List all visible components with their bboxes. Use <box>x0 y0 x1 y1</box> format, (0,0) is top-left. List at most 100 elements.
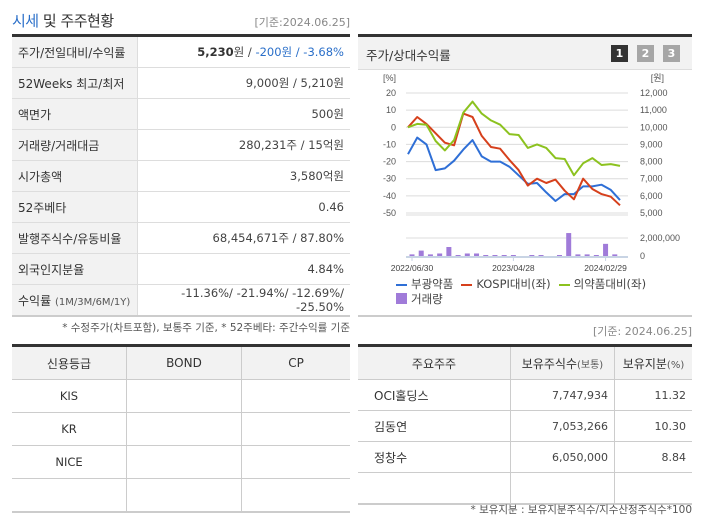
svg-text:2,000,000: 2,000,000 <box>640 233 680 243</box>
bond-cell <box>126 478 242 513</box>
col-header-main: 보유지분 <box>622 356 667 371</box>
table-row: 52Weeks 최고/최저 9,000원 / 5,210원 <box>12 67 350 99</box>
shareholder-footnote: * 보유지분 : 보유지분주식수/지수산정주식수*100 <box>470 504 692 516</box>
chart-page-2-button[interactable]: 2 <box>637 45 654 62</box>
table-row: 거래량/거래대금 280,231주 / 15억원 <box>12 129 350 161</box>
row-value: 4.84% <box>137 253 350 285</box>
row-value: 280,231주 / 15억원 <box>137 129 350 161</box>
shares-held: 6,050,000 <box>510 441 615 473</box>
table-row: 액면가 500원 <box>12 98 350 130</box>
table-row: 52주베타 0.46 <box>12 191 350 223</box>
cp-cell <box>241 445 350 479</box>
price-unit: 원 / <box>233 45 256 59</box>
svg-text:12,000: 12,000 <box>640 88 668 98</box>
table-row: 시가총액 3,580억원 <box>12 160 350 192</box>
svg-text:2024/02/29: 2024/02/29 <box>584 263 627 273</box>
bond-cell <box>126 379 242 413</box>
shares-held: 7,053,266 <box>510 410 615 442</box>
col-header-sub: (%) <box>666 359 685 371</box>
shareholder-base-date: [기준: 2024.06.25] <box>592 325 692 338</box>
major-shareholders-table: 주요주주 보유주식수(보통) 보유지분(%) OCI홀딩스 7,747,934 … <box>358 344 692 505</box>
svg-text:9,000: 9,000 <box>640 139 663 149</box>
svg-text:20: 20 <box>386 88 396 98</box>
legend-label: 의약품대비(좌) <box>573 277 647 291</box>
col-header: BOND <box>126 345 242 380</box>
chart-header: 주가/상대수익률 1 2 3 <box>358 37 692 70</box>
table-row: KIS <box>12 379 350 413</box>
row-value: 9,000원 / 5,210원 <box>137 67 350 99</box>
table-header-row: 신용등급 BOND CP <box>12 345 350 380</box>
svg-text:2022/06/30: 2022/06/30 <box>391 263 434 273</box>
return-periods: (1M/3M/6M/1Y) <box>54 296 131 308</box>
svg-text:0: 0 <box>391 122 396 132</box>
svg-text:[%]: [%] <box>383 73 396 83</box>
table-header-row: 주요주주 보유주식수(보통) 보유지분(%) <box>358 345 692 380</box>
col-header-sub: (보통) <box>577 359 604 371</box>
legend-label: 거래량 <box>411 292 443 306</box>
section-title-rest: 및 주주현황 <box>38 12 114 30</box>
table-row: 외국인지분율 4.84% <box>12 253 350 285</box>
cp-cell <box>241 412 350 446</box>
svg-text:2023/04/28: 2023/04/28 <box>492 263 535 273</box>
shareholder-name: OCI홀딩스 <box>358 379 511 411</box>
return-values: -11.36%/ -21.94%/ -12.69%/ -25.50% <box>137 284 350 317</box>
section-title: 시세 및 주주현황 <box>12 10 114 31</box>
table-row: 주가/전일대비/수익률 5,230원 / -200원 / -3.68% <box>12 35 350 68</box>
table-row: 김동연 7,053,266 10.30 <box>358 410 692 442</box>
ownership-pct: 8.84 <box>614 441 692 473</box>
svg-text:10,000: 10,000 <box>640 122 668 132</box>
svg-text:5,000: 5,000 <box>640 208 663 218</box>
price-footnote: * 수정주가(차트포함), 보통주 기준, * 52주베타: 주간수익률 기준 <box>62 322 350 334</box>
table-row: 발행주식수/유동비율 68,454,671주 / 87.80% <box>12 222 350 254</box>
legend-swatch-line-icon <box>558 283 570 286</box>
current-price: 5,230 <box>197 45 234 59</box>
col-header: CP <box>241 345 350 380</box>
svg-text:-20: -20 <box>383 157 396 167</box>
row-label: 시가총액 <box>12 160 138 192</box>
legend-swatch-line-icon <box>461 283 473 286</box>
ownership-pct: 11.32 <box>614 379 692 411</box>
row-label: 수익률 (1M/3M/6M/1Y) <box>12 284 138 317</box>
cp-cell <box>241 478 350 513</box>
row-label: 52Weeks 최고/최저 <box>12 67 138 99</box>
legend-item[interactable]: 부광약품 <box>396 277 453 292</box>
bond-cell <box>126 445 242 479</box>
agency-cell: NICE <box>12 445 127 479</box>
table-row: NICE <box>12 445 350 479</box>
agency-cell: KIS <box>12 379 127 413</box>
svg-text:0: 0 <box>640 251 645 261</box>
base-date: [기준:2024.06.25] <box>254 16 350 29</box>
shareholder-name: 김동연 <box>358 410 511 442</box>
table-row: 수익률 (1M/3M/6M/1Y) -11.36%/ -21.94%/ -12.… <box>12 284 350 317</box>
row-value: 500원 <box>137 98 350 130</box>
table-row <box>358 472 692 505</box>
cp-cell <box>241 379 350 413</box>
row-label: 주가/전일대비/수익률 <box>12 35 138 68</box>
svg-text:[원]: [원] <box>651 73 664 83</box>
legend-item[interactable]: 의약품대비(좌) <box>558 277 647 292</box>
svg-text:-50: -50 <box>383 208 396 218</box>
svg-text:10: 10 <box>386 105 396 115</box>
row-value: 68,454,671주 / 87.80% <box>137 222 350 254</box>
col-header: 주요주주 <box>358 345 511 380</box>
chart-page-3-button[interactable]: 3 <box>663 45 680 62</box>
row-label: 거래량/거래대금 <box>12 129 138 161</box>
section-title-accent: 시세 <box>12 12 39 30</box>
agency-cell: KR <box>12 412 127 446</box>
shareholder-name <box>358 472 511 505</box>
svg-text:-30: -30 <box>383 174 396 184</box>
chart-legend: 부광약품 KOSPI대비(좌) 의약품대비(좌) 거래량 <box>396 277 686 307</box>
svg-text:11,000: 11,000 <box>640 105 667 115</box>
chart-panel: 주가/상대수익률 1 2 3 [%] [원] 20 12,000 10 11,000 0 10… <box>358 34 692 317</box>
col-header: 신용등급 <box>12 345 127 380</box>
agency-cell <box>12 478 127 513</box>
legend-item[interactable]: KOSPI대비(좌) <box>461 277 551 292</box>
shares-held <box>510 472 615 505</box>
chart-page-1-button[interactable]: 1 <box>611 45 628 62</box>
legend-item[interactable]: 거래량 <box>396 292 443 307</box>
table-row: 정창수 6,050,000 8.84 <box>358 441 692 473</box>
ownership-pct: 10.30 <box>614 410 692 442</box>
svg-text:-40: -40 <box>383 191 396 201</box>
svg-text:6,000: 6,000 <box>640 191 663 201</box>
row-value: 0.46 <box>137 191 350 223</box>
